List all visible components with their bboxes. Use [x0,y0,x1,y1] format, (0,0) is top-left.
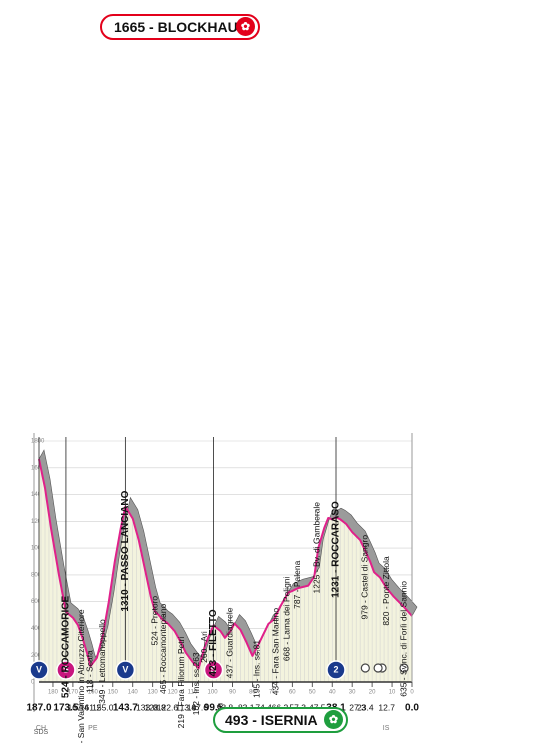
green-logo-icon: ✿ [324,710,343,729]
km-tick-label: 20 [369,690,376,696]
km-tick-label: 120 [168,690,179,696]
elev-tick-label: 1600 [31,465,45,471]
km-tick-label: 40 [329,690,336,696]
km-tick-label: 60 [289,690,296,696]
feed-zone-icon [360,663,370,673]
elev-tick-label: 1400 [31,492,45,498]
sprint-badge-label: V [36,664,42,674]
climb-icon [326,660,346,680]
finish-label: 1665 - BLOCKHAUS [114,19,248,35]
place-label: 1310 - PASSO LANCIANO [120,490,131,611]
place-label: 635 - Svinc. di Forlì del Sannio [398,581,408,697]
province-label: CH [36,725,46,732]
km-distance-label: 0.0 [405,703,419,714]
feed-zone-icon [399,663,409,673]
sponsor-mark: SDS [34,729,49,736]
elev-tick-label: 200 [31,653,42,659]
province-label: IS [383,725,390,732]
place-label: 465 - Roccamontepiano [158,603,168,694]
profile-line [38,458,413,670]
pink-logo-icon: ✿ [236,17,255,36]
place-label: 1225 - Bv. di Gamberale [312,502,322,594]
km-distance-label: 133.0 [136,702,158,712]
km-distance-label: 143.7 [113,703,138,714]
sprint-badge-label: V [122,664,128,674]
km-tick-label: 90 [229,690,236,696]
place-label: 260 - Ari [199,631,209,663]
start-label-badge: 493 - ISERNIA ✿ [213,707,348,733]
place-label: 219 - Fara Filiorum Petri [176,637,186,729]
km-tick-label: 30 [349,690,356,696]
sprint-badge-label: 2 [333,664,338,674]
place-label: 349 - Lettomanoppello [97,619,107,704]
place-label: 437 - Guardiagrele [225,607,235,678]
km-distance-label: 23.4 [357,702,374,712]
elev-tick-label: 800 [31,572,42,578]
place-label: 524 - ROCCAMORICE [61,596,72,699]
km-tick-label: 180 [48,690,59,696]
km-tick-label: 160 [88,690,99,696]
place-label: 118 - Scafa [85,650,95,693]
start-label: 493 - ISERNIA [225,712,318,728]
place-label: 195 - Ins. ss.81 [252,640,262,698]
sprint-icon [203,660,224,680]
place-label: 1231 - ROCCARASO [331,501,342,598]
place-label: 434 - Fara San Martino [271,608,281,696]
place-label: 668 - Lama dei Peligni [282,576,292,661]
place-label: 423 - FILETTO [208,609,219,676]
km-tick-label: 130 [148,690,159,696]
elev-tick-label: 1800 [31,439,45,445]
sprint-badge-label: S [63,664,69,674]
sprint-icon [56,660,76,680]
km-distance-label: 27.3 [349,702,366,712]
km-distance-label: 128.8 [144,702,166,712]
province-label: PE [88,725,98,732]
place-label: 102 - Ins. ss.263 [191,652,201,715]
km-tick-label: 70 [269,690,276,696]
sprint-badge-label: S [211,664,217,674]
place-label: 423 - San Valentino in Abruzzo Citeriore [76,609,86,745]
place-label: 524 - Pretoro [149,596,159,646]
km-distance-label: 167.4 [67,702,89,712]
km-distance-label: 99.5 [204,703,224,714]
place-label: 787 - Palena [292,560,302,608]
km-tick-label: 10 [389,690,396,696]
km-distance-label: 107.6 [187,702,209,712]
km-distance-label: 122.6 [157,702,179,712]
km-distance-label: 113.4 [175,702,196,712]
km-tick-label: 110 [188,690,198,696]
climb-icon [29,660,49,680]
km-tick-label: 170 [68,690,79,696]
elev-tick-label: 600 [31,599,42,605]
profile-area [39,459,412,682]
climb-icon [115,660,136,680]
elev-tick-label: 1000 [31,546,45,552]
km-tick-label: 140 [128,690,139,696]
km-distance-label: 187.0 [26,703,51,714]
km-tick-label: 150 [108,690,119,696]
elev-tick-label: 1200 [31,519,45,525]
place-label: 979 - Castel di Sangro [360,535,370,620]
finish-label-badge: 1665 - BLOCKHAUS ✿ [100,14,260,40]
km-tick-label: 80 [249,690,256,696]
km-distance-label: 173.5 [53,703,78,714]
elev-tick-label: 400 [31,626,42,632]
km-tick-label: 0 [410,690,414,696]
elev-tick-label: 0 [31,680,35,686]
place-label: 820 - Ponte Zittola [381,556,391,626]
km-distance-label: 161.2 [80,702,102,712]
km-tick-label: 50 [309,690,316,696]
km-distance-label: 12.7 [378,702,395,712]
km-distance-label: 155.0 [92,702,114,712]
feed-zone-icon [373,663,383,673]
km-tick-label: 100 [208,690,219,696]
